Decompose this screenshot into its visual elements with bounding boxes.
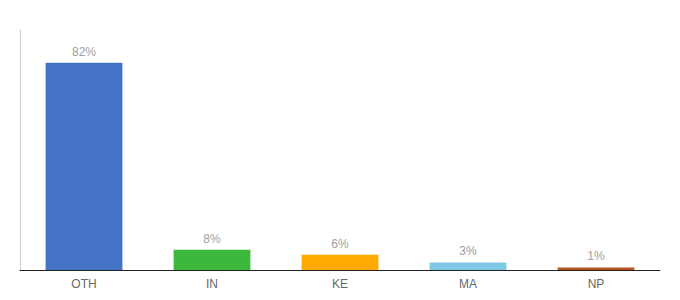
svg-text:1%: 1% bbox=[587, 249, 605, 263]
svg-text:MA: MA bbox=[459, 277, 477, 291]
svg-text:NP: NP bbox=[588, 277, 605, 291]
svg-text:6%: 6% bbox=[331, 237, 349, 251]
svg-text:OTH: OTH bbox=[71, 277, 96, 291]
svg-text:82%: 82% bbox=[72, 45, 96, 59]
svg-text:8%: 8% bbox=[203, 232, 221, 246]
svg-text:3%: 3% bbox=[459, 244, 477, 258]
svg-text:KE: KE bbox=[332, 277, 348, 291]
svg-text:IN: IN bbox=[206, 277, 218, 291]
